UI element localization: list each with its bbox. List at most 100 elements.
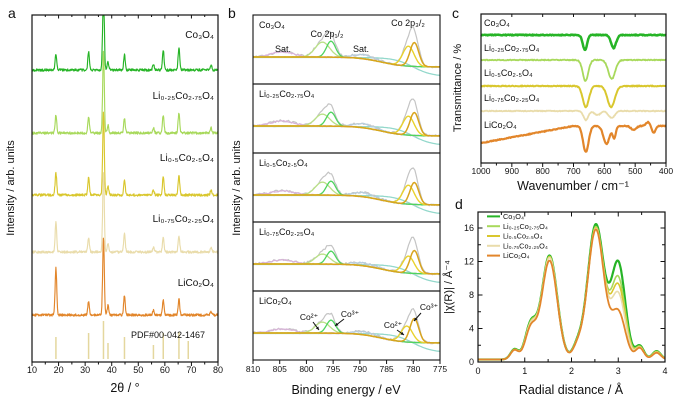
xrd-series-label-3: Li₀.₅Co₂.₅O₄ [160, 153, 214, 164]
panel-b: b 810 805 800 795 790 785 780 775 Co₃O₄ Li₀.₂₅C… [228, 5, 447, 397]
xps-frame-5 [252, 290, 441, 361]
xps-annotation-arrows [312, 312, 422, 336]
tick-label: 60 [160, 365, 170, 375]
panel-a-letter: a [8, 5, 16, 21]
xrd-series-label-4: Li₀.₇₅Co₂.₂₅O₄ [153, 214, 214, 225]
tick-label: 10 [27, 365, 37, 375]
panel-a: a 10 20 30 40 50 60 70 80 Co₃O₄ Li₀.₂₅Co₂.₇₅O₄ … [5, 5, 223, 395]
tick-label: 700 [566, 166, 580, 176]
ftir-trace-1 [480, 33, 667, 52]
xrd-trace-1 [32, 15, 218, 72]
ftir-axes: 1000 900 800 700 600 500 400 [472, 14, 673, 176]
tick-label: 2 [569, 366, 574, 376]
xps-co3-peak-b-2 [253, 111, 440, 137]
xps-plot-area [252, 26, 441, 353]
exafs-trace-5 [478, 228, 665, 361]
xps-annotation-arrowhead-1 [315, 326, 319, 330]
tick-label: 800 [299, 364, 313, 374]
xps-region-label-sat-left: Sat. [275, 44, 291, 54]
xps-region-label-2p32: Co 2p₃/₂ [391, 18, 425, 28]
legend-label-2: Li₀.₂₅Co₂.₇₅O₄ [503, 222, 548, 231]
ftir-series-label-4: Li₀.₇₅Co₂.₂₅O₄ [484, 93, 540, 103]
ftir-trace-4 [480, 109, 667, 122]
tick-label: 775 [433, 364, 447, 374]
exafs-xlabel: Radial distance / Å [519, 382, 624, 397]
ftir-trace-3 [480, 84, 667, 109]
xps-subplot-label-1: Co₃O₄ [259, 20, 285, 30]
legend-label-4: Li₀.₇₅Co₂.₂₅O₄ [503, 241, 548, 250]
tick-label: 780 [406, 364, 420, 374]
xrd-axes: 10 20 30 40 50 60 70 80 [27, 15, 223, 375]
tick-label: 16 [464, 223, 474, 233]
xps-subplot-label-3: Li₀.₅Co₂.₅O₄ [259, 158, 308, 168]
legend-label-1: Co₃O₄ [503, 212, 524, 221]
xps-annotation-arrowhead-4 [414, 317, 418, 321]
panel-b-letter: b [228, 5, 236, 21]
xps-ylabel: Intensity / arb. units [231, 140, 243, 236]
xps-sat_left-2 [252, 119, 441, 137]
tick-label: 795 [326, 364, 340, 374]
tick-label: 1 [522, 366, 527, 376]
xrd-trace-3 [32, 111, 218, 197]
xps-ion-label-2: Co³⁺ [341, 309, 359, 319]
xps-ion-label-1: Co²⁺ [300, 312, 318, 322]
ftir-series-label-1: Co₃O₄ [484, 18, 510, 28]
tick-label: 400 [659, 166, 673, 176]
tick-label: 800 [536, 166, 550, 176]
xps-co3-peak-b-3 [253, 181, 440, 206]
xrd-trace-4 [32, 172, 218, 254]
xps-region-label-2p12: Co 2p₁/₂ [310, 29, 344, 39]
xps-sat_right-1 [252, 53, 441, 69]
tick-label: 900 [505, 166, 519, 176]
xrd-series-label-2: Li₀.₂₅Co₂.₇₅O₄ [153, 91, 214, 102]
xrd-series-label-1: Co₃O₄ [185, 30, 214, 41]
xps-sat_left-3 [252, 190, 441, 206]
xps-sat_left-1 [252, 51, 441, 68]
tick-label: 785 [379, 364, 393, 374]
xrd-reference-label: PDF#00-042-1467 [131, 330, 205, 340]
exafs-legend: Co₃O₄Li₀.₂₅Co₂.₇₅O₄Li₀.₅Co₂.₅O₄Li₀.₇₅Co₂… [487, 212, 548, 260]
xps-raw-1 [252, 26, 440, 69]
exafs-plot-area [478, 223, 665, 361]
tick-label: 70 [186, 365, 196, 375]
xps-axes: 810 805 800 795 790 785 780 775 [246, 360, 447, 374]
tick-label: 8 [469, 290, 474, 300]
ftir-plot-area [480, 33, 667, 153]
xrd-trace-2 [32, 50, 218, 135]
xrd-plot-area [32, 15, 218, 359]
tick-label: 0 [475, 366, 480, 376]
tick-label: 12 [464, 257, 474, 267]
tick-label: 4 [662, 366, 667, 376]
xrd-xlabel: 2θ / ° [110, 381, 139, 395]
xrd-trace-5 [32, 237, 218, 317]
xps-frames [252, 14, 441, 361]
xps-co3-peak-b-5 [253, 317, 440, 344]
tick-label: 40 [107, 365, 117, 375]
tick-label: 0 [469, 357, 474, 367]
xps-sat_left-4 [252, 259, 441, 275]
tick-label: 500 [628, 166, 642, 176]
legend-label-5: LiCo₂O₄ [503, 251, 530, 260]
legend-label-3: Li₀.₅Co₂.₅O₄ [503, 232, 542, 241]
xps-subplot-label-2: Li₀.₂₅Co₂.₇₅O₄ [259, 89, 315, 99]
tick-label: 805 [273, 364, 287, 374]
xps-annotation-arrowhead-2 [335, 322, 339, 326]
xps-region-label-sat-right: Sat. [353, 44, 369, 54]
tick-label: 790 [353, 364, 367, 374]
xps-ion-label-3: Co²⁺ [384, 320, 402, 330]
panel-c: c 1000 900 800 700 600 500 400 Co₃O₄ Li₀.₂₅Co₂… [452, 5, 673, 193]
xps-annotation-arrowhead-3 [400, 331, 404, 335]
tick-label: 810 [246, 364, 260, 374]
tick-label: 4 [469, 324, 474, 334]
tick-label: 1000 [472, 166, 491, 176]
panel-c-letter: c [452, 5, 459, 21]
xrd-ylabel: Intensity / arb. units [5, 140, 17, 236]
xps-xlabel: Binding energy / eV [291, 383, 401, 397]
tick-label: 50 [133, 365, 143, 375]
ftir-series-label-2: Li₀.₂₅Co₂.₇₅O₄ [484, 43, 540, 53]
ftir-trace-2 [480, 58, 667, 82]
